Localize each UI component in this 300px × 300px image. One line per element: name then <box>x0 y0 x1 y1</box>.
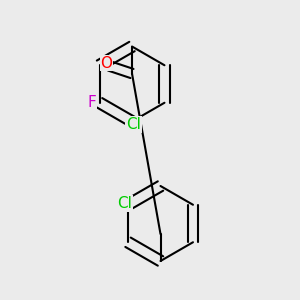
Text: Cl: Cl <box>126 117 141 132</box>
Text: F: F <box>88 95 96 110</box>
Text: O: O <box>100 56 112 70</box>
Text: Cl: Cl <box>118 196 133 211</box>
